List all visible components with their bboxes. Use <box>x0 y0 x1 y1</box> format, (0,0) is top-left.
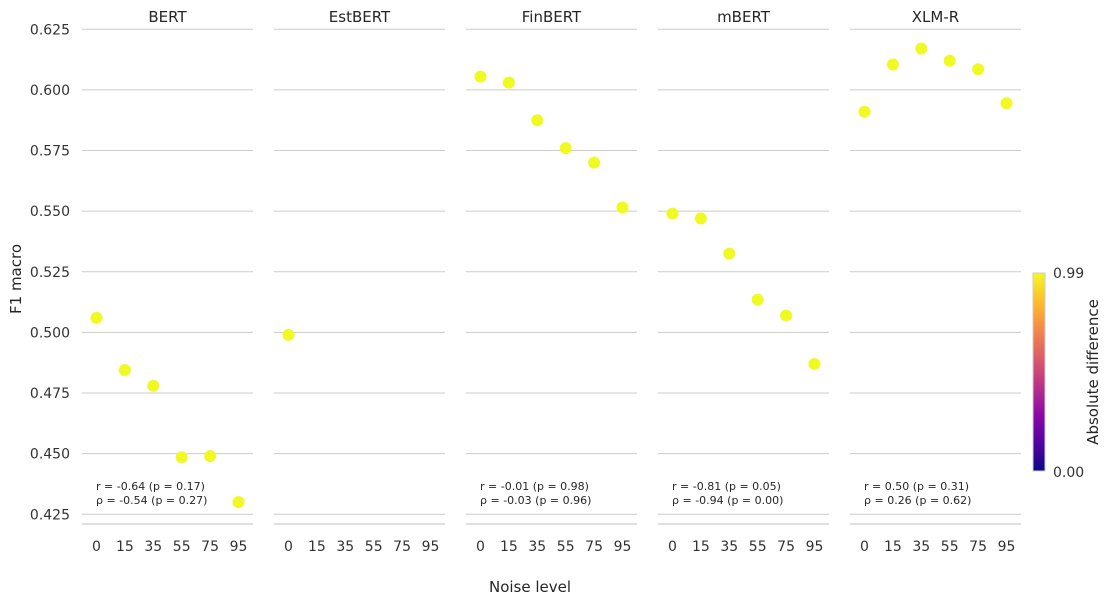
panel-title: BERT <box>148 8 187 26</box>
x-tick-label: 0 <box>284 539 293 555</box>
panel-title: EstBERT <box>329 8 391 26</box>
x-tick-label: 75 <box>201 539 219 555</box>
correlation-annotation: ρ = -0.94 (p = 0.00) <box>672 494 783 507</box>
correlation-annotation: r = -0.64 (p = 0.17) <box>96 480 205 493</box>
correlation-annotation: ρ = -0.54 (p = 0.27) <box>96 494 207 507</box>
x-tick-label: 55 <box>557 539 575 555</box>
correlation-annotation: r = -0.81 (p = 0.05) <box>672 480 781 493</box>
x-tick-label: 95 <box>230 539 248 555</box>
data-point <box>780 309 793 322</box>
x-tick-label: 35 <box>912 539 930 555</box>
data-point <box>559 142 572 155</box>
x-tick-label: 55 <box>749 539 767 555</box>
x-tick-label: 15 <box>116 539 134 555</box>
y-tick-label: 0.500 <box>30 325 70 341</box>
colorbar-gradient <box>1032 272 1046 472</box>
y-tick-label: 0.550 <box>30 204 70 220</box>
panel-estbert: EstBERT 0 15 35 55 75 95 <box>274 8 445 555</box>
x-tick-label: 55 <box>173 539 191 555</box>
y-tick-label: 0.450 <box>30 447 70 463</box>
x-tick-label: 55 <box>941 539 959 555</box>
x-tick-label: 95 <box>806 539 824 555</box>
x-tick-label: 55 <box>365 539 383 555</box>
panel-title: mBERT <box>717 8 771 26</box>
x-tick-label: 95 <box>422 539 440 555</box>
y-tick-label: 0.475 <box>30 386 70 402</box>
data-point <box>90 311 103 324</box>
x-tick-label: 0 <box>476 539 485 555</box>
data-point <box>147 379 160 392</box>
data-point <box>232 496 245 509</box>
data-point <box>858 105 871 118</box>
x-tick-label: 35 <box>528 539 546 555</box>
correlation-annotation: r = 0.50 (p = 0.31) <box>864 480 969 493</box>
panel-bert: BERT 0 15 35 55 75 95 r = -0.64 (p = 0.17)ρ = -… <box>82 8 253 555</box>
colorbar-label: Absolute difference <box>1084 299 1102 445</box>
colorbar: 0.99 0.00 Absolute difference <box>1032 266 1102 481</box>
data-point <box>118 364 131 377</box>
panels: 0.425 0.450 0.475 0.500 0.525 0.550 0.575 0.600… <box>30 8 1021 555</box>
colorbar-max-label: 0.99 <box>1053 266 1084 282</box>
x-tick-label: 0 <box>668 539 677 555</box>
x-tick-label: 15 <box>884 539 902 555</box>
correlation-annotation: ρ = -0.03 (p = 0.96) <box>480 494 591 507</box>
data-point <box>1000 97 1013 110</box>
x-tick-label: 15 <box>692 539 710 555</box>
correlation-annotation: ρ = 0.26 (p = 0.62) <box>864 494 971 507</box>
data-point <box>588 156 601 169</box>
data-point <box>886 58 899 71</box>
x-axis-label: Noise level <box>489 578 571 596</box>
data-point <box>808 357 821 370</box>
x-tick-label: 75 <box>393 539 411 555</box>
colorbar-min-label: 0.00 <box>1053 465 1084 481</box>
data-point <box>972 63 985 76</box>
panel-mbert: mBERT 0 15 35 55 75 95 r = -0.81 (p = 0.05)ρ = … <box>658 8 829 555</box>
data-point <box>694 212 707 225</box>
data-point <box>666 207 679 220</box>
x-tick-label: 95 <box>614 539 632 555</box>
x-tick-label: 95 <box>998 539 1016 555</box>
data-point <box>723 247 736 260</box>
x-tick-label: 15 <box>308 539 326 555</box>
panel-xlm-r: XLM-R 0 15 35 55 75 95 r = 0.50 (p = 0.31)ρ = 0… <box>850 8 1021 555</box>
data-point <box>175 451 188 464</box>
data-point <box>751 293 764 306</box>
x-tick-label: 75 <box>777 539 795 555</box>
x-tick-label: 75 <box>585 539 603 555</box>
y-tick-label: 0.425 <box>30 507 70 523</box>
y-tick-label: 0.600 <box>30 83 70 99</box>
data-point <box>616 201 629 214</box>
data-point <box>204 450 217 463</box>
x-tick-label: 35 <box>144 539 162 555</box>
correlation-annotation: r = -0.01 (p = 0.98) <box>480 480 589 493</box>
x-tick-label: 0 <box>92 539 101 555</box>
data-point <box>943 54 956 67</box>
x-tick-label: 15 <box>500 539 518 555</box>
panel-title: XLM-R <box>912 8 959 26</box>
x-tick-label: 35 <box>720 539 738 555</box>
data-point <box>474 70 487 83</box>
y-tick-label: 0.625 <box>30 22 70 38</box>
data-point <box>915 42 928 55</box>
y-tick-label: 0.525 <box>30 265 70 281</box>
data-point <box>502 76 515 89</box>
data-point <box>531 114 544 127</box>
data-point <box>282 328 295 341</box>
panel-finbert: FinBERT 0 15 35 55 75 95 r = -0.01 (p = 0.98)ρ … <box>466 8 637 555</box>
x-tick-label: 0 <box>860 539 869 555</box>
x-tick-label: 35 <box>336 539 354 555</box>
y-tick-label: 0.575 <box>30 144 70 160</box>
panel-title: FinBERT <box>522 8 582 26</box>
x-tick-label: 75 <box>969 539 987 555</box>
y-axis-label: F1 macro <box>7 244 25 314</box>
